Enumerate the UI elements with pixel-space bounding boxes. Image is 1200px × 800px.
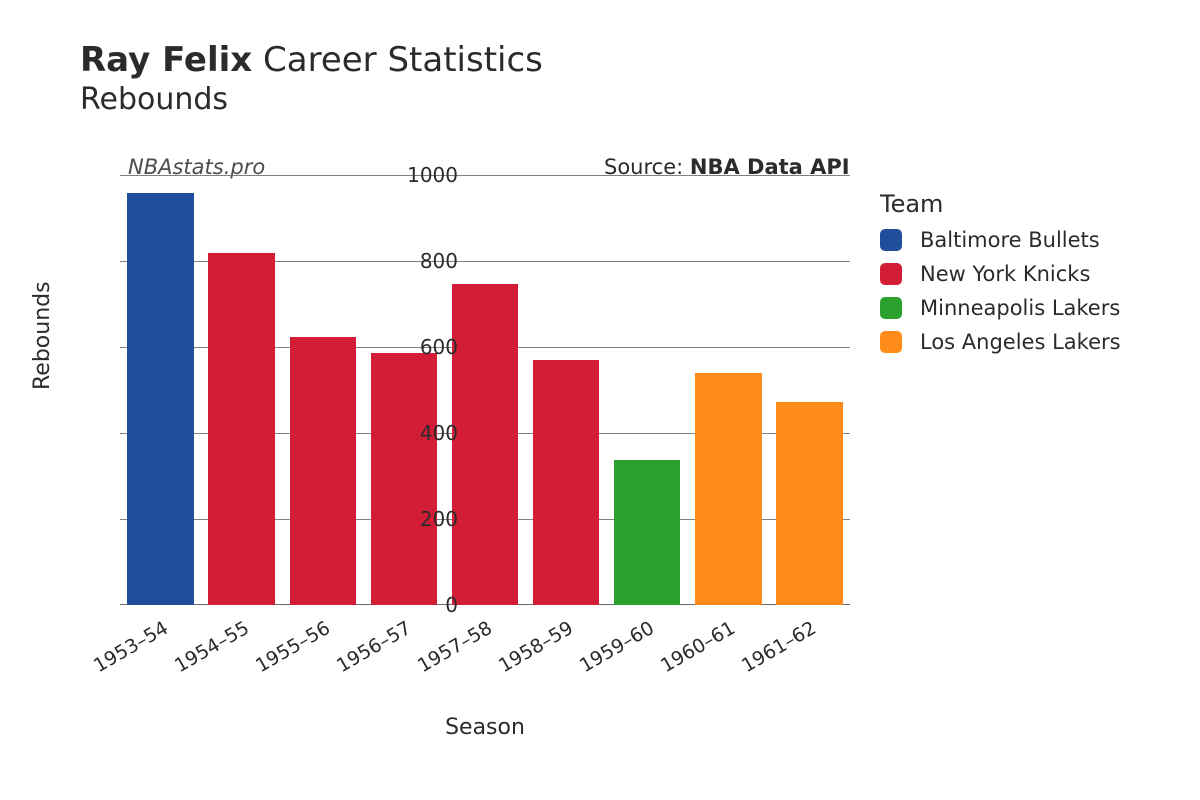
grid-line (120, 175, 850, 176)
bar (695, 373, 762, 605)
x-tick-label: 1956–57 (333, 617, 415, 677)
title-rest: Career Statistics (252, 40, 543, 80)
legend-label: Minneapolis Lakers (920, 296, 1120, 320)
bar (127, 193, 194, 605)
bar (290, 337, 357, 605)
legend-title: Team (880, 190, 1121, 218)
legend-item: Baltimore Bullets (880, 228, 1121, 252)
legend-label: Los Angeles Lakers (920, 330, 1121, 354)
bar (533, 360, 600, 605)
legend: Team Baltimore Bullets New York Knicks Min… (880, 190, 1121, 364)
y-tick-label: 0 (398, 593, 458, 617)
title-player: Ray Felix (80, 40, 252, 80)
y-tick-label: 800 (398, 249, 458, 273)
legend-label: Baltimore Bullets (920, 228, 1100, 252)
x-tick-label: 1954–55 (171, 617, 253, 677)
legend-item: Minneapolis Lakers (880, 296, 1121, 320)
y-tick-label: 400 (398, 421, 458, 445)
y-tick-label: 600 (398, 335, 458, 359)
x-tick-label: 1955–56 (252, 617, 334, 677)
bar (614, 460, 681, 605)
legend-swatch (880, 263, 902, 285)
y-axis-title: Rebounds (30, 281, 55, 390)
plot-area (120, 175, 850, 605)
x-tick-label: 1959–60 (576, 617, 658, 677)
y-tick-label: 1000 (398, 163, 458, 187)
x-tick-label: 1960–61 (657, 617, 739, 677)
bar (371, 353, 438, 605)
title-block: Ray Felix Career Statistics Rebounds (80, 40, 543, 117)
legend-swatch (880, 331, 902, 353)
chart-subtitle: Rebounds (80, 82, 543, 117)
x-tick-label: 1961–62 (738, 617, 820, 677)
bar (776, 402, 843, 605)
legend-swatch (880, 297, 902, 319)
legend-item: Los Angeles Lakers (880, 330, 1121, 354)
x-axis-title: Season (0, 715, 1200, 740)
x-tick-label: 1958–59 (495, 617, 577, 677)
chart-container: Ray Felix Career Statistics Rebounds NBA… (0, 0, 1200, 800)
bar (452, 284, 519, 605)
bar (208, 253, 275, 605)
legend-label: New York Knicks (920, 262, 1090, 286)
x-tick-label: 1953–54 (90, 617, 172, 677)
legend-item: New York Knicks (880, 262, 1121, 286)
chart-title: Ray Felix Career Statistics (80, 40, 543, 80)
y-tick-label: 200 (398, 507, 458, 531)
x-tick-label: 1957–58 (414, 617, 496, 677)
legend-swatch (880, 229, 902, 251)
